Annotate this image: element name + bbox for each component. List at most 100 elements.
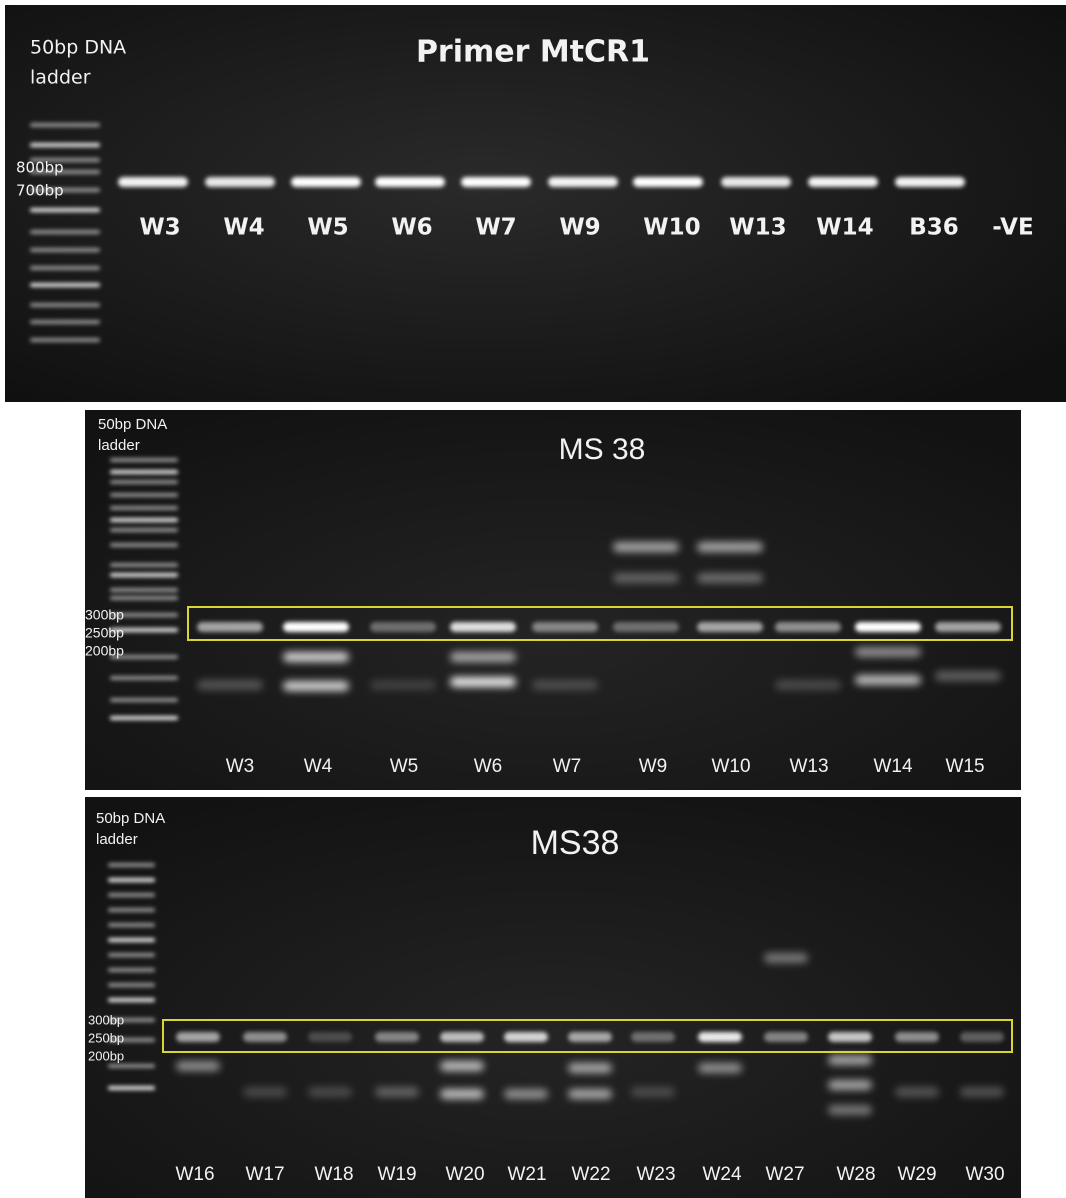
- sample-band: [855, 622, 921, 632]
- ladder-band: [30, 123, 100, 127]
- sample-band: [532, 680, 598, 690]
- ladder-band: [110, 470, 178, 474]
- sample-band: [532, 622, 598, 632]
- size-marker: 250bp: [85, 625, 124, 641]
- size-marker: 300bp: [85, 607, 124, 623]
- lane-label: W29: [897, 1164, 936, 1185]
- sample-band: [895, 1032, 939, 1042]
- sample-band: [375, 177, 445, 187]
- size-marker: 200bp: [85, 643, 124, 659]
- sample-band: [697, 573, 763, 583]
- sample-band: [568, 1032, 612, 1042]
- sample-band: [308, 1032, 352, 1042]
- sample-band: [633, 177, 703, 187]
- ladder-band: [30, 320, 100, 324]
- lane-label: W10: [643, 215, 700, 241]
- ladder-band: [110, 563, 178, 567]
- lane-label: W7: [475, 215, 516, 241]
- ladder-band: [110, 493, 178, 497]
- sample-band: [370, 622, 436, 632]
- ladder-band: [30, 283, 100, 287]
- sample-band: [504, 1032, 548, 1042]
- sample-band: [375, 1087, 419, 1097]
- gel-title: Primer MtCR1: [416, 35, 650, 70]
- ladder-band: [30, 143, 100, 147]
- lane-label: W23: [636, 1164, 675, 1185]
- sample-band: [504, 1089, 548, 1099]
- ladder-band: [108, 878, 155, 882]
- lane-label: W14: [873, 756, 913, 777]
- lane-label: W6: [391, 215, 432, 241]
- ladder-band: [110, 518, 178, 522]
- lane-label: W10: [711, 756, 750, 777]
- lane-label: W4: [304, 756, 333, 777]
- size-marker: 700bp: [16, 182, 64, 200]
- ladder-band: [110, 506, 178, 510]
- size-marker: 800bp: [16, 159, 64, 177]
- size-marker: 250bp: [88, 1030, 124, 1045]
- ladder-band: [30, 208, 100, 212]
- ladder-band: [108, 1086, 155, 1090]
- ladder-band: [108, 1064, 155, 1068]
- ladder-band: [108, 923, 155, 927]
- sample-band: [205, 177, 275, 187]
- sample-band: [935, 671, 1001, 681]
- lane-label: W4: [223, 215, 264, 241]
- sample-band: [440, 1061, 484, 1071]
- sample-band: [291, 177, 361, 187]
- ladder-band: [108, 908, 155, 912]
- sample-band: [375, 1032, 419, 1042]
- ladder-band: [110, 573, 178, 577]
- sample-band: [450, 677, 516, 687]
- lane-label: W19: [377, 1164, 416, 1185]
- sample-band: [548, 177, 618, 187]
- ladder-band: [30, 338, 100, 342]
- ladder-band: [108, 998, 155, 1002]
- ladder-label: ladder: [30, 67, 91, 89]
- sample-band: [697, 542, 763, 552]
- lane-label: W5: [390, 756, 419, 777]
- ladder-band: [108, 953, 155, 957]
- sample-band: [568, 1089, 612, 1099]
- lane-label: W27: [765, 1164, 804, 1185]
- ladder-label: 50bp DNA: [30, 37, 126, 59]
- sample-band: [828, 1032, 872, 1042]
- lane-label: W22: [571, 1164, 610, 1185]
- sample-band: [935, 622, 1001, 632]
- gel-title: MS 38: [559, 433, 646, 466]
- ladder-band: [108, 893, 155, 897]
- ladder-band: [110, 480, 178, 484]
- ladder-band: [108, 938, 155, 942]
- sample-band: [283, 652, 349, 662]
- ladder-band: [110, 716, 178, 720]
- sample-band: [855, 647, 921, 657]
- sample-band: [895, 177, 965, 187]
- ladder-band: [110, 596, 178, 600]
- ladder-label: ladder: [96, 831, 138, 848]
- ladder-band: [108, 968, 155, 972]
- sample-band: [895, 1087, 939, 1097]
- sample-band: [775, 622, 841, 632]
- lane-label: W16: [175, 1164, 214, 1185]
- ladder-band: [110, 698, 178, 702]
- lane-label: W9: [639, 756, 668, 777]
- sample-band: [568, 1063, 612, 1073]
- gel-panel: Primer MtCR1 50bp DNA ladder 800bp 700bp W3 W4…: [5, 5, 1066, 402]
- ladder-band: [110, 676, 178, 680]
- sample-band: [450, 652, 516, 662]
- ladder-band: [30, 230, 100, 234]
- lane-label: W13: [789, 756, 828, 777]
- lane-label: W3: [139, 215, 180, 241]
- ladder-band: [108, 983, 155, 987]
- ladder-band: [30, 303, 100, 307]
- sample-band: [764, 953, 808, 963]
- sample-band: [243, 1087, 287, 1097]
- lane-label: W21: [507, 1164, 546, 1185]
- lane-label: W28: [836, 1164, 875, 1185]
- sample-band: [775, 680, 841, 690]
- lane-label: W9: [559, 215, 600, 241]
- size-marker: 200bp: [88, 1048, 124, 1063]
- sample-band: [697, 622, 763, 632]
- sample-band: [631, 1087, 675, 1097]
